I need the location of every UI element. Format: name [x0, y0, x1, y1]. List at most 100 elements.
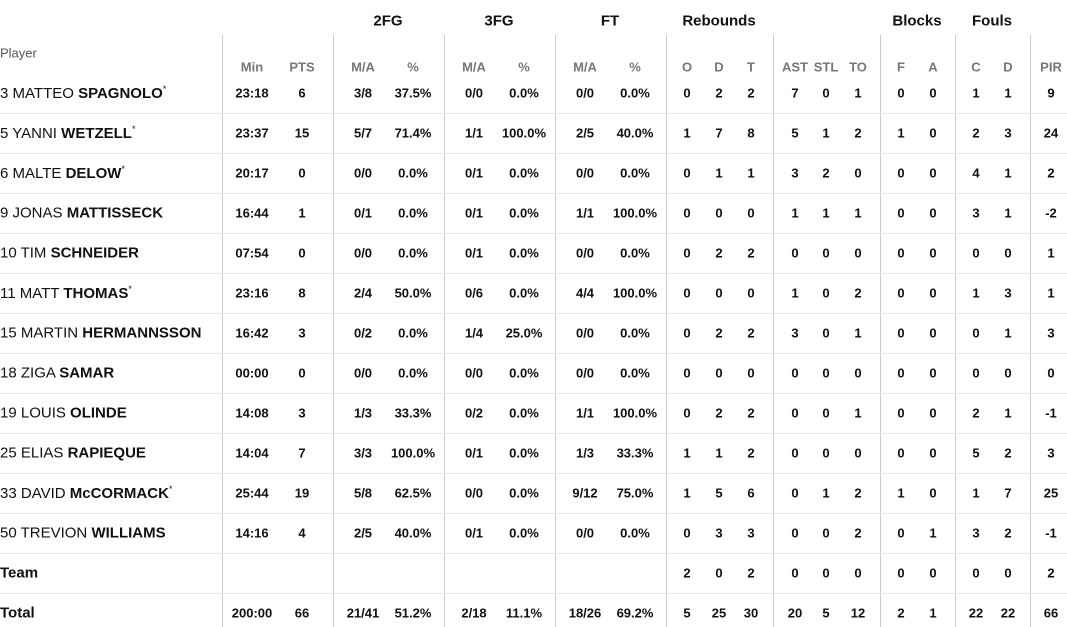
stat-cell: 2: [1004, 445, 1012, 461]
player-cell: 6 MALTE DELOW*: [0, 164, 125, 182]
stat-cell: 0: [791, 365, 799, 381]
stat-cell: 7: [791, 85, 799, 101]
stat-cell: 0/1: [464, 445, 484, 461]
stat-cell: 0: [298, 165, 306, 181]
stat-cell: 3: [715, 525, 723, 541]
row-divider: [0, 473, 1067, 474]
starter-mark: *: [168, 484, 173, 494]
stat-cell: 1: [1004, 85, 1012, 101]
column-header: TO: [849, 59, 867, 75]
stat-cell: 2: [854, 485, 862, 501]
stat-cell: 3: [298, 325, 306, 341]
stat-cell: 0: [298, 365, 306, 381]
row-divider: [0, 593, 1067, 594]
group-header: 2FG: [373, 12, 403, 30]
stat-cell: 0: [683, 525, 691, 541]
stat-cell: 40.0%: [616, 125, 654, 141]
stat-cell: 0/0: [575, 525, 595, 541]
column-header: PIR: [1040, 59, 1062, 75]
stat-cell: 0/1: [353, 205, 373, 221]
stat-cell: 16:44: [235, 205, 269, 221]
stat-cell: 25: [1043, 485, 1059, 501]
stat-cell: 3: [1047, 445, 1055, 461]
row-divider: [0, 313, 1067, 314]
group-header: Blocks: [892, 12, 942, 30]
player-cell: Total: [0, 605, 35, 622]
stat-cell: 1: [715, 445, 723, 461]
stat-cell: 2: [715, 325, 723, 341]
stat-cell: 1: [854, 325, 862, 341]
stat-cell: 0: [715, 285, 723, 301]
stat-cell: 1: [1047, 245, 1055, 261]
stat-cell: 0/1: [464, 205, 484, 221]
player-cell: 25 ELIAS RAPIEQUE: [0, 445, 146, 462]
player-first-name: MALTE: [12, 165, 62, 182]
stat-cell: 1: [854, 85, 862, 101]
stat-cell: 1: [929, 525, 937, 541]
stat-cell: 0: [929, 125, 937, 141]
player-last-name: SCHNEIDER: [50, 244, 139, 262]
stat-cell: 16:42: [235, 325, 269, 341]
player-number: 3: [0, 85, 9, 102]
stat-cell: 0: [897, 285, 905, 301]
column-divider: [773, 35, 774, 627]
column-divider: [444, 35, 445, 627]
stat-cell: 0.0%: [620, 525, 650, 541]
stat-cell: 1: [747, 165, 755, 181]
player-cell: 18 ZIGA SAMAR: [0, 365, 114, 382]
stat-cell: 0: [897, 445, 905, 461]
stat-cell: 4/4: [575, 285, 595, 301]
stat-cell: 0: [822, 245, 830, 261]
stat-cell: 1: [1004, 165, 1012, 181]
player-header: Player: [0, 45, 37, 61]
player-cell: Team: [0, 565, 38, 582]
stat-cell: 07:54: [235, 245, 269, 261]
player-first-name: TIM: [20, 244, 47, 262]
stat-cell: 1/3: [575, 445, 595, 461]
stat-cell: 0: [929, 485, 937, 501]
column-header: M/A: [462, 59, 486, 75]
player-first-name: JONAS: [12, 204, 63, 222]
player-cell: 9 JONAS MATTISSECK: [0, 205, 163, 222]
stat-cell: 69.2%: [616, 605, 654, 621]
starter-mark: *: [162, 84, 167, 94]
column-header: M/A: [573, 59, 597, 75]
row-label: Team: [0, 564, 39, 582]
column-divider: [333, 35, 334, 627]
player-last-name: THOMAS: [63, 285, 129, 302]
stat-cell: 6: [298, 85, 306, 101]
stat-cell: 3/3: [353, 445, 373, 461]
stat-cell: 2/18: [461, 605, 487, 621]
stat-cell: 0: [822, 365, 830, 381]
stat-cell: 0: [854, 565, 862, 581]
stat-cell: 3: [791, 325, 799, 341]
stat-cell: 51.2%: [394, 605, 432, 621]
stat-cell: 0/0: [464, 485, 484, 501]
stat-cell: 100.0%: [390, 445, 436, 461]
stat-cell: 2/5: [575, 125, 595, 141]
stat-cell: 0/0: [575, 365, 595, 381]
group-header: Rebounds: [682, 12, 756, 30]
stat-cell: 0/0: [464, 365, 484, 381]
row-divider: [0, 153, 1067, 154]
stat-cell: 0: [972, 565, 980, 581]
stat-cell: 0: [929, 165, 937, 181]
column-header: F: [897, 59, 905, 75]
stat-cell: 2/4: [353, 285, 373, 301]
stat-cell: 0/1: [464, 525, 484, 541]
player-last-name: SAMAR: [59, 364, 115, 382]
stat-cell: 0: [715, 565, 723, 581]
stat-cell: 0: [683, 205, 691, 221]
stat-cell: 12: [850, 605, 866, 621]
stat-cell: 0: [747, 205, 755, 221]
stat-cell: 4: [972, 165, 980, 181]
stat-cell: 0: [1004, 245, 1012, 261]
column-header: PTS: [289, 59, 315, 75]
stat-cell: 1/1: [464, 125, 484, 141]
column-divider: [555, 35, 556, 627]
stat-cell: 1: [854, 205, 862, 221]
stat-cell: 1: [791, 285, 799, 301]
stat-cell: 14:04: [235, 445, 269, 461]
stat-cell: 0/2: [353, 325, 373, 341]
